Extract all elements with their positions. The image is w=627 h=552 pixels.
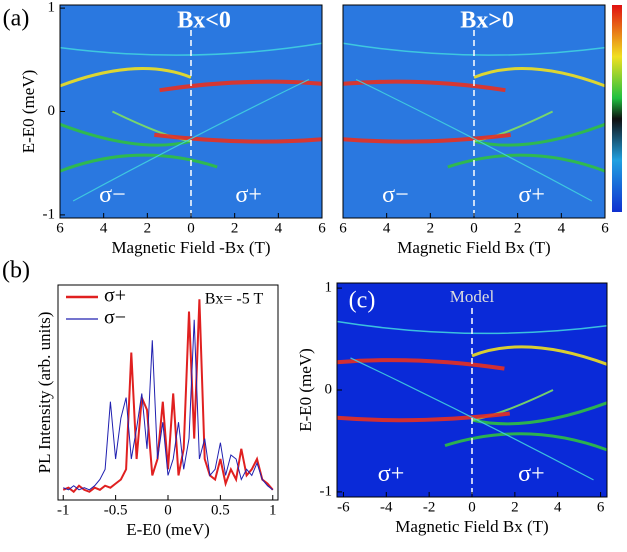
x-tick-label: 2 [144, 220, 152, 236]
heatmap-curve [72, 78, 310, 202]
heatmap-curve [473, 110, 554, 143]
heatmap-curve [59, 122, 192, 147]
panel-label: (c) [349, 288, 376, 314]
x-tick-label: 2 [231, 220, 239, 236]
x-tick-label: 0 [470, 220, 478, 236]
annotation: σ+ [235, 182, 261, 208]
annotation: Bx= -5 T [205, 291, 264, 308]
y-tick-label: -1 [320, 483, 333, 499]
x-tick-label: 4 [554, 499, 562, 515]
x-tick-label: 0.5 [211, 502, 230, 518]
y-axis-label: E-E0 (meV) [19, 70, 38, 154]
annotation: Bx>0 [460, 8, 514, 34]
x-tick-label: -2 [423, 499, 436, 515]
heatmap-curve [154, 132, 323, 144]
series-line [63, 319, 274, 491]
heatmap-curve [444, 432, 608, 452]
x-tick-label: 4 [558, 220, 566, 236]
heatmap-curve [471, 389, 554, 421]
x-tick-label: -4 [380, 499, 393, 515]
annotation: σ+ [518, 461, 544, 487]
panel-label: (b) [2, 258, 30, 284]
x-axis-label: E-E0 (meV) [126, 520, 210, 539]
x-tick-label: -1 [57, 502, 70, 518]
series-line [62, 299, 274, 494]
legend-label: σ− [104, 307, 126, 329]
heatmap-curve [447, 153, 606, 173]
x-axis-label: Magnetic Field Bx (T) [395, 517, 548, 536]
x-tick-label: 6 [339, 220, 347, 236]
heatmap-curve [111, 110, 192, 143]
y-tick-label: 0 [48, 103, 56, 119]
x-tick-label: 6 [318, 220, 326, 236]
heatmap-curve [471, 345, 608, 366]
x-axis-label: Magnetic Field -Bx (T) [111, 238, 270, 257]
heatmap-curve [473, 122, 606, 147]
annotation: σ− [382, 182, 408, 208]
x-tick-label: 2 [514, 220, 522, 236]
x-tick-label: 4 [275, 220, 283, 236]
x-tick-label: 6 [597, 499, 605, 515]
panel-label: (a) [3, 6, 30, 32]
x-tick-label: 2 [427, 220, 435, 236]
annotation: σ− [99, 182, 125, 208]
y-tick-label: -1 [43, 206, 56, 222]
heatmap-curve [342, 132, 511, 144]
heatmap-curve [336, 411, 511, 423]
x-tick-label: 6 [56, 220, 64, 236]
x-tick-label: 1 [269, 502, 277, 518]
y-tick-label: 1 [48, 0, 56, 16]
heatmap-curve [471, 401, 608, 426]
annotation: σ+ [518, 182, 544, 208]
x-tick-label: 0 [468, 499, 476, 515]
x-tick-label: -0.5 [104, 502, 128, 518]
annotation: Model [450, 287, 495, 306]
annotation: σ+ [378, 461, 404, 487]
y-tick-label: 0 [325, 381, 333, 397]
legend-label: σ+ [104, 285, 126, 307]
x-tick-label: 6 [601, 220, 609, 236]
annotation: Bx<0 [177, 8, 231, 34]
x-tick-label: 0 [164, 502, 172, 518]
x-tick-label: 0 [187, 220, 195, 236]
x-tick-label: 4 [100, 220, 108, 236]
y-tick-label: 1 [325, 280, 333, 296]
heatmap-curve [350, 357, 594, 481]
y-axis-label: E-E0 (meV) [296, 348, 315, 432]
x-tick-label: 4 [383, 220, 391, 236]
heatmap-curve [59, 67, 192, 88]
heatmap-curve [59, 153, 218, 173]
colorbar [612, 5, 622, 212]
x-tick-label: -6 [337, 499, 350, 515]
x-tick-label: 2 [511, 499, 519, 515]
x-axis-label: Magnetic Field Bx (T) [397, 238, 550, 257]
y-axis-label: PL Intensity (arb. units) [35, 312, 54, 474]
heatmap-curve [355, 78, 593, 202]
heatmap-curve [473, 67, 606, 88]
